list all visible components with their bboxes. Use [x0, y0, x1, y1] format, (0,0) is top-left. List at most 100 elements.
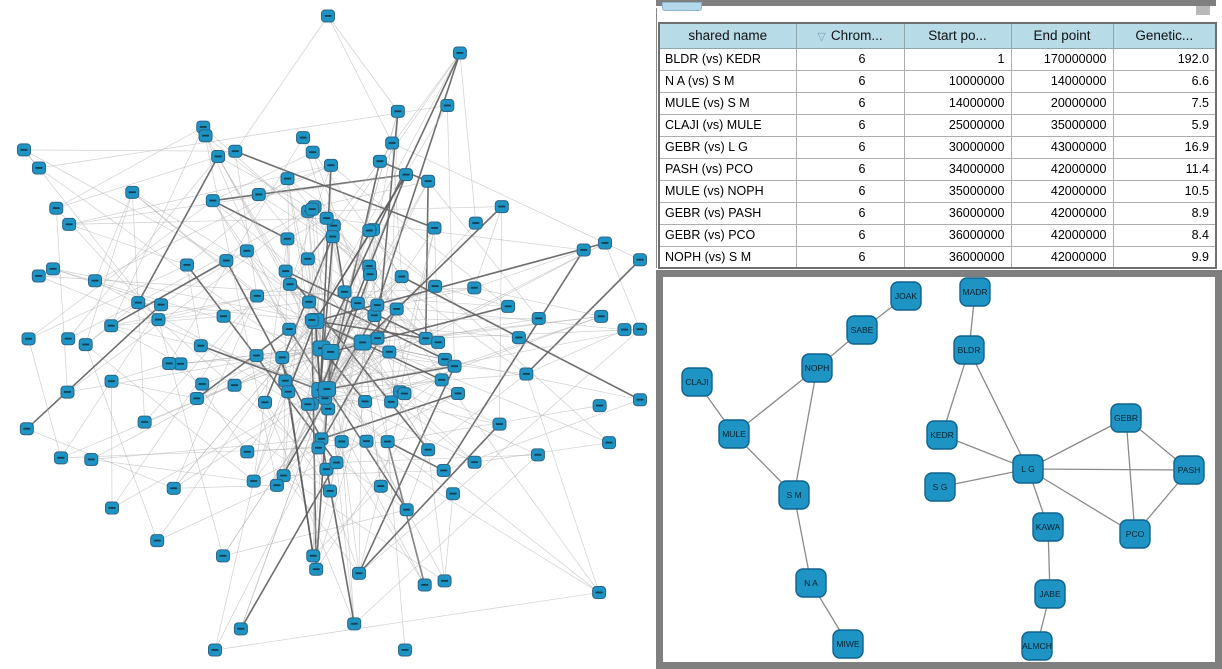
overview-node[interactable] — [397, 387, 412, 401]
cell-r4-c4[interactable]: 16.9 — [1112, 135, 1217, 159]
overview-node[interactable] — [427, 221, 442, 235]
table-row[interactable]: N A (vs) S M 6 10000000 14000000 6.6 — [658, 69, 1217, 93]
overview-edge[interactable] — [240, 388, 328, 629]
overview-edge[interactable] — [459, 52, 477, 224]
overview-node[interactable] — [278, 374, 293, 388]
overview-edge[interactable] — [311, 403, 426, 586]
overview-edge[interactable] — [144, 295, 258, 423]
overview-edge[interactable] — [91, 357, 283, 460]
node-LG[interactable]: L G — [1012, 454, 1044, 484]
cell-r0-c1[interactable]: 6 — [795, 47, 905, 71]
overview-node[interactable] — [137, 415, 152, 429]
cell-r0-c2[interactable]: 1 — [903, 47, 1012, 71]
overview-edge[interactable] — [28, 200, 213, 340]
overview-edge[interactable] — [258, 164, 332, 195]
edge-GEBR-PCO[interactable] — [1125, 417, 1136, 535]
overview-edge[interactable] — [427, 449, 445, 581]
overview-edge[interactable] — [132, 192, 331, 353]
overview-node[interactable] — [359, 434, 374, 448]
overview-edge[interactable] — [319, 225, 335, 391]
overview-edge[interactable] — [314, 174, 407, 322]
overview-edge[interactable] — [69, 217, 327, 225]
overview-node[interactable] — [216, 309, 231, 323]
overview-edge[interactable] — [362, 342, 426, 586]
overview-edge[interactable] — [326, 388, 388, 442]
cell-r5-c2[interactable]: 34000000 — [903, 157, 1012, 181]
overview-edge[interactable] — [315, 320, 405, 394]
node-MULE[interactable]: MULE — [718, 419, 750, 449]
overview-node[interactable] — [398, 643, 412, 657]
overview-node[interactable] — [233, 622, 248, 636]
overview-node[interactable] — [494, 200, 509, 214]
overview-node[interactable] — [319, 211, 334, 225]
overview-edge[interactable] — [315, 320, 443, 381]
overview-node[interactable] — [418, 331, 433, 345]
overview-edge[interactable] — [399, 391, 475, 463]
column-header-startpo[interactable]: Start po... — [903, 22, 1012, 49]
overview-node[interactable] — [104, 319, 119, 333]
overview-node[interactable] — [321, 9, 335, 23]
overview-edge[interactable] — [376, 52, 461, 306]
detail-network-panel[interactable]: JOAK MADR SABE NOPH BLDR CLAJI MULE KEDR GEBR L G… — [656, 270, 1222, 669]
overview-node[interactable] — [219, 254, 234, 268]
overview-node[interactable] — [53, 451, 68, 465]
overview-node[interactable] — [173, 357, 188, 371]
node-PASH[interactable]: PASH — [1173, 455, 1205, 485]
overview-edge[interactable] — [68, 302, 139, 340]
overview-edge[interactable] — [320, 328, 641, 391]
overview-edge[interactable] — [285, 365, 455, 382]
overview-edge[interactable] — [234, 151, 258, 297]
overview-edge[interactable] — [111, 389, 321, 509]
overview-edge[interactable] — [427, 373, 527, 451]
overview-edge[interactable] — [91, 438, 322, 460]
overview-edge[interactable] — [427, 181, 540, 319]
overview-edge[interactable] — [287, 320, 317, 393]
overview-edge[interactable] — [499, 206, 503, 425]
overview-node[interactable] — [131, 296, 146, 310]
overview-node[interactable] — [275, 351, 290, 365]
overview-node[interactable] — [329, 456, 344, 470]
overview-node[interactable] — [428, 279, 443, 293]
overview-node[interactable] — [304, 313, 319, 327]
overview-node[interactable] — [216, 549, 231, 563]
overview-edge[interactable] — [358, 493, 454, 574]
overview-node[interactable] — [598, 236, 612, 250]
overview-node[interactable] — [179, 258, 194, 272]
overview-node[interactable] — [61, 332, 76, 346]
overview-edge[interactable] — [452, 329, 641, 494]
edge-BLDR-LG[interactable] — [968, 349, 1029, 470]
overview-node[interactable] — [302, 295, 317, 309]
overview-edge[interactable] — [23, 149, 227, 261]
node-MIWE[interactable]: MIWE — [832, 629, 864, 659]
overview-edge[interactable] — [85, 344, 254, 482]
overview-edge[interactable] — [308, 206, 502, 212]
overview-node[interactable] — [239, 244, 254, 258]
overview-edge[interactable] — [110, 126, 204, 326]
overview-node[interactable] — [437, 574, 452, 588]
overview-node[interactable] — [451, 387, 466, 401]
table-row[interactable]: NOPH (vs) S M 6 36000000 42000000 9.9 — [658, 245, 1217, 269]
overview-node[interactable] — [358, 395, 373, 409]
node-SM[interactable]: S M — [778, 480, 810, 510]
sort-filter-icon[interactable]: ▽ — [817, 31, 826, 44]
overview-node[interactable] — [385, 136, 400, 150]
overview-node[interactable] — [282, 322, 297, 336]
cell-r7-c3[interactable]: 42000000 — [1010, 201, 1114, 225]
overview-node[interactable] — [382, 345, 397, 359]
overview-node[interactable] — [276, 469, 291, 483]
overview-edge[interactable] — [320, 373, 527, 391]
overview-edge[interactable] — [264, 402, 331, 492]
overview-edge[interactable] — [473, 206, 503, 288]
cell-r2-c0[interactable]: MULE (vs) S M — [658, 91, 797, 115]
overview-node[interactable] — [440, 99, 455, 113]
edge-NOPH-SM[interactable] — [793, 367, 818, 496]
cell-r1-c3[interactable]: 14000000 — [1010, 69, 1114, 93]
overview-edge[interactable] — [235, 15, 329, 152]
overview-network-panel[interactable] — [0, 0, 656, 669]
overview-node[interactable] — [300, 252, 315, 266]
overview-edge[interactable] — [283, 475, 445, 582]
cell-r9-c4[interactable]: 9.9 — [1112, 245, 1217, 269]
overview-edge[interactable] — [326, 388, 500, 425]
overview-edge[interactable] — [217, 156, 313, 210]
overview-edge[interactable] — [283, 351, 390, 476]
